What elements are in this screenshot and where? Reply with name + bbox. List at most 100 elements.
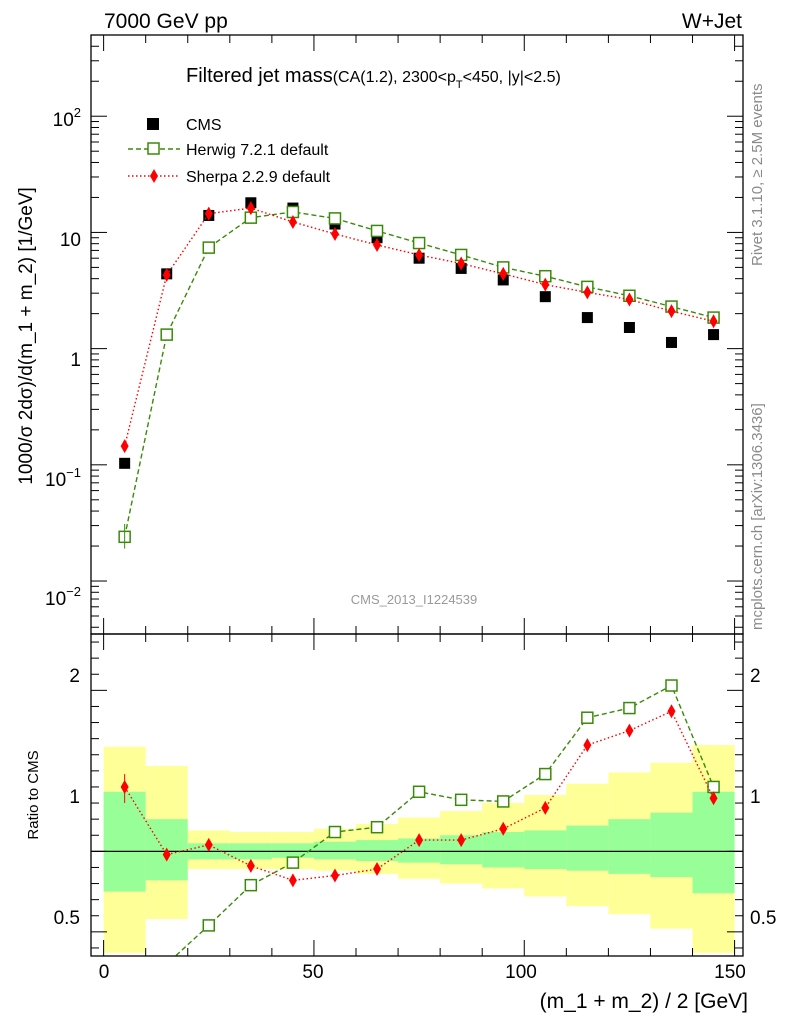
ratio-sherpa-point <box>709 791 718 806</box>
mcplots-label: mcplots.cern.ch [arXiv:1306.3436] <box>749 403 766 630</box>
legend-sherpa-label: Sherpa 2.2.9 default <box>186 169 331 186</box>
ratio-herwig-point <box>412 785 426 799</box>
ratio-band-inner-bin <box>566 825 609 871</box>
rivet-label: Rivet 3.1.10, ≥ 2.5M events <box>749 84 766 267</box>
cms-data-point <box>665 336 677 348</box>
ratio-herwig-point <box>286 856 300 869</box>
ratio-y-axis-label: Ratio to CMS <box>25 750 42 839</box>
ratio-herwig-point <box>539 767 552 781</box>
ratio-plot-marks <box>91 679 743 956</box>
x-tick-labels: 0 50 100 150 <box>99 962 746 983</box>
ratio-band-inner-bin <box>608 819 651 874</box>
ratio-sherpa-point <box>373 862 382 877</box>
herwig-line <box>123 211 714 537</box>
legend: CMS Herwig 7.2.1 default Sherpa 2.2.9 de… <box>128 117 331 186</box>
ratio-frame <box>90 633 744 957</box>
beam-label: 7000 GeV pp <box>104 10 228 33</box>
sherpa-point <box>625 292 634 307</box>
cms-data-point <box>623 321 635 333</box>
herwig-point <box>202 241 216 254</box>
sherpa-point <box>288 214 297 229</box>
x-axis-label: (m_1 + m_2) / 2 [GeV] <box>540 990 748 1013</box>
ratio-y-tick-label-2: 2 <box>69 666 80 687</box>
y-tick-label-1e2: 102 <box>53 105 81 131</box>
ratio-sherpa-point <box>162 847 171 862</box>
cms-data-point <box>581 312 593 324</box>
x-tick-label-100: 100 <box>505 962 537 983</box>
ratio-herwig-point <box>665 679 678 692</box>
ratio-y-tick-labels-left: 0.5 1 2 <box>54 666 80 929</box>
legend-cms-marker <box>147 118 159 130</box>
herwig-point <box>328 212 342 225</box>
ratio-y-tick-labels-right: 0.5 1 2 <box>750 666 776 929</box>
ratio-sherpa-point <box>204 837 213 852</box>
ratio-herwig-point <box>496 795 510 808</box>
ratio-sherpa-point <box>457 833 466 848</box>
cms-data-point <box>371 232 383 244</box>
sherpa-point <box>667 304 676 319</box>
ratio-y-tick-label-right-1: 1 <box>750 787 761 808</box>
main-y-axis-label: 1000/σ 2dσ)/d(m_1 + m_2) [1/GeV] <box>16 187 37 485</box>
y-tick-label-1: 1 <box>70 350 81 371</box>
y-tick-label-1e-2: 10−2 <box>45 584 81 610</box>
ratio-sherpa-point <box>667 704 676 719</box>
ratio-herwig-point <box>328 825 342 839</box>
ratio-sherpa-point <box>415 833 424 848</box>
ratio-sherpa-point <box>246 858 255 873</box>
axis-ticks <box>91 34 743 956</box>
sherpa-point <box>120 439 129 454</box>
cms-data-point <box>708 329 720 341</box>
ratio-band-inner-bin <box>271 843 314 858</box>
ratio-herwig-point <box>202 919 216 932</box>
ratio-sherpa-point <box>499 821 508 836</box>
ratio-sherpa-point <box>583 738 592 753</box>
main-panel: Filtered jet mass(CA(1.2), 2300<pT<450, … <box>16 65 720 610</box>
legend-herwig-marker <box>147 142 160 155</box>
y-tick-label-1e-1: 10−1 <box>45 465 81 491</box>
sherpa-point <box>415 247 424 262</box>
ratio-sherpa-line <box>124 710 715 882</box>
x-tick-label-0: 0 <box>99 962 110 983</box>
ratio-y-tick-label-1: 1 <box>69 787 80 808</box>
ratio-herwig-point <box>370 820 384 834</box>
ratio-band-inner-bin <box>103 791 146 892</box>
sherpa-point <box>204 206 213 221</box>
legend-herwig-label: Herwig 7.2.1 default <box>186 142 329 159</box>
sherpa-line <box>123 207 714 447</box>
ratio-y-tick-label-right-0.5: 0.5 <box>750 908 776 929</box>
sherpa-point <box>541 277 550 292</box>
ratio-band-inner-bin <box>524 830 567 870</box>
ratio-band-inner-bin <box>482 832 525 868</box>
ratio-band-inner-bin <box>650 812 693 878</box>
legend-sherpa-marker <box>150 169 158 183</box>
sherpa-point <box>709 314 718 329</box>
sherpa-point <box>162 268 171 283</box>
ratio-band-inner-bin <box>313 841 357 860</box>
x-tick-label-50: 50 <box>302 962 323 983</box>
ratio-y-tick-label-right-2: 2 <box>750 666 761 687</box>
cms-data-point <box>539 291 551 303</box>
sherpa-point <box>583 285 592 300</box>
x-tick-label-150: 150 <box>714 962 746 983</box>
herwig-point <box>412 236 426 250</box>
ratio-y-tick-label-0.5: 0.5 <box>54 908 80 929</box>
herwig-point <box>160 328 173 341</box>
ratio-sherpa-point <box>625 723 634 738</box>
ratio-herwig-point <box>581 711 594 724</box>
herwig-point <box>370 224 384 238</box>
y-tick-label-10: 10 <box>60 230 81 251</box>
sherpa-point <box>330 226 339 241</box>
main-plot-marks <box>118 197 720 549</box>
sherpa-point <box>373 237 382 252</box>
ratio-herwig-point <box>454 793 468 807</box>
ratio-band-inner-bin <box>356 840 399 862</box>
main-y-tick-labels: 10−2 10−1 1 10 102 <box>45 105 81 610</box>
ratio-herwig-point <box>623 701 636 715</box>
sherpa-point <box>499 266 508 281</box>
ratio-sherpa-point <box>541 800 550 815</box>
plot-title: Filtered jet mass(CA(1.2), 2300<pT<450, … <box>186 65 561 91</box>
legend-cms-label: CMS <box>186 117 222 134</box>
ratio-herwig-point <box>244 878 258 892</box>
analysis-watermark: CMS_2013_I1224539 <box>351 592 478 607</box>
